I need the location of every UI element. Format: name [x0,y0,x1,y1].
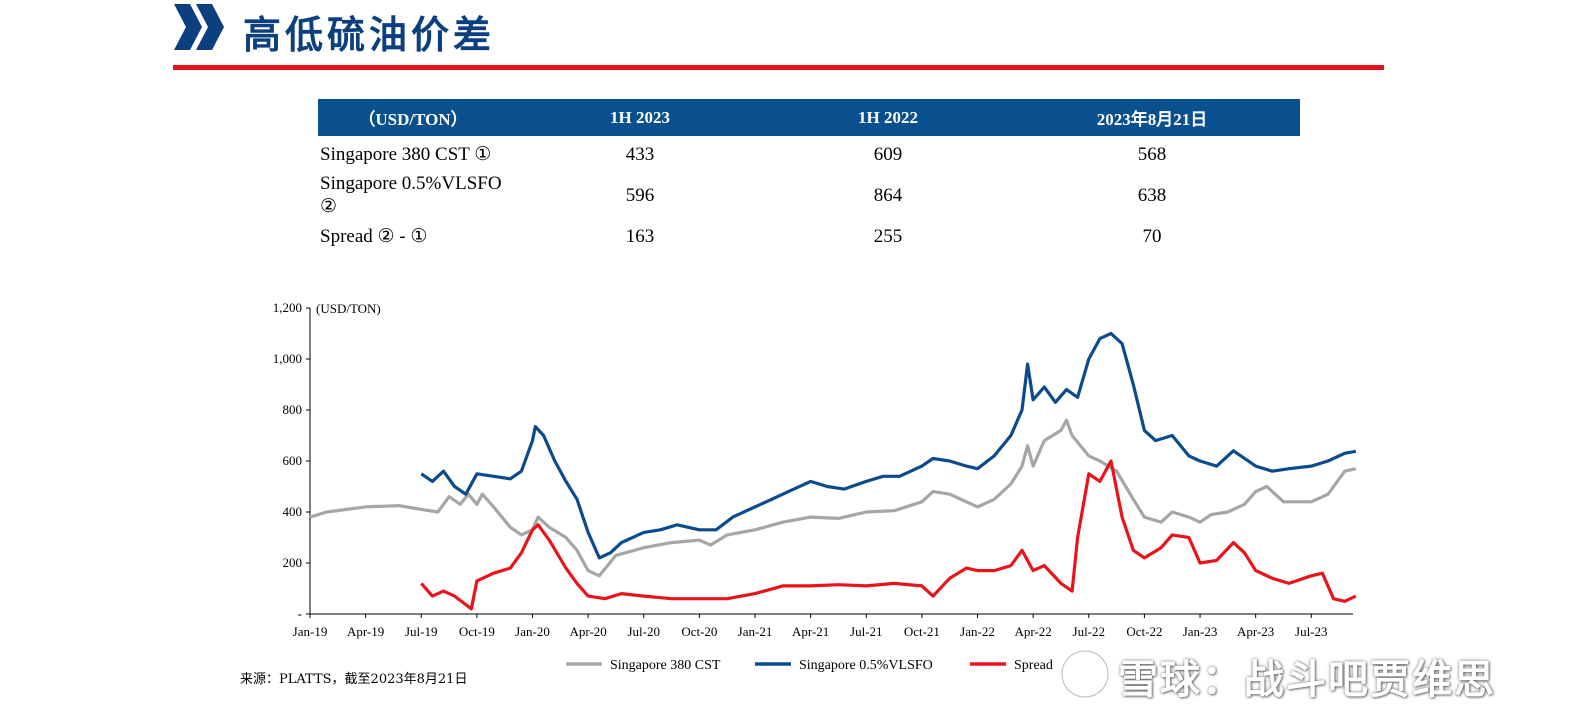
x-tick-label: Jan-21 [738,624,773,639]
table-cell: 609 [873,143,903,165]
x-tick-label: Apr-23 [1237,624,1274,639]
watermark-text: 雪球：战斗吧贾维思 [1118,657,1496,703]
y-tick-label: - [298,606,302,621]
table-header-row: （USD/TON） 1H 2023 1H 2022 2023年8月21日 [318,99,1300,136]
x-tick-label: Apr-20 [569,624,606,639]
x-tick-label: Jul-19 [405,624,438,639]
page-title: 高低硫油价差 [243,13,496,57]
legend-label: Singapore 0.5%VLSFO [799,658,933,673]
x-tick-label: Jul-20 [628,624,661,639]
x-tick-label: Jul-23 [1295,624,1328,639]
x-tick-label: Apr-22 [1014,624,1051,639]
table-row: Singapore 0.5%VLSFO ② 596 864 638 [318,173,1300,218]
legend-label: Spread [1014,658,1053,673]
series-line [420,331,1357,560]
x-tick-label: Oct-21 [904,624,940,639]
source-note: 来源：PLATTS，截至2023年8月21日 [240,672,468,687]
x-tick-label: Oct-22 [1126,624,1162,639]
y-axis-label: (USD/TON) [316,301,381,316]
table-header-cell: 1H 2022 [772,99,1004,136]
y-tick-label: 200 [283,555,303,570]
y-tick-label: 800 [283,402,303,417]
table-cell: 70 [1142,225,1162,247]
x-tick-label: Apr-21 [792,624,829,639]
series-line [420,459,1357,611]
table-cell: 163 [625,225,655,247]
table-header-cell: （USD/TON） [318,99,508,136]
x-tick-label: Jan-22 [960,624,995,639]
table-cell: Singapore 0.5%VLSFO ② [320,173,502,217]
x-tick-label: Jan-19 [293,624,328,639]
x-tick-label: Oct-20 [681,624,717,639]
table-cell: Singapore 380 CST ① [320,144,492,165]
y-tick-label: 400 [283,504,303,519]
table-cell: 568 [1137,143,1167,165]
table-cell: 864 [873,184,903,206]
x-tick-label: Apr-19 [347,624,384,639]
watermark-logo-icon [1059,648,1111,700]
x-tick-label: Jan-23 [1183,624,1218,639]
x-tick-label: Jul-22 [1073,624,1106,639]
legend-label: Singapore 380 CST [610,658,721,673]
x-tick-label: Jul-21 [850,624,883,639]
chevron-double-icon [174,4,224,50]
table-header-cell: 2023年8月21日 [1004,99,1300,136]
table-cell: 433 [625,143,655,165]
y-tick-label: 600 [283,453,303,468]
y-tick-label: 1,000 [273,351,302,366]
y-tick-label: 1,200 [273,300,302,315]
series-line [309,418,1357,578]
table-row: Singapore 380 CST ① 433 609 568 [318,136,1300,173]
table-cell: 638 [1137,184,1167,206]
price-table: （USD/TON） 1H 2023 1H 2022 2023年8月21日 Sin… [318,99,1300,255]
table-header-cell: 1H 2023 [508,99,772,136]
title-divider [173,65,1384,70]
table-cell: 255 [873,225,903,247]
price-line-chart: - 200 400 600 800 1,000 1,200 (USD/TON) Jan-19 Ap… [273,300,1357,673]
table-cell: Spread ② - ① [320,226,428,247]
table-cell: 596 [625,184,655,206]
table-row: Spread ② - ① 163 255 70 [318,218,1300,255]
x-tick-label: Oct-19 [459,624,495,639]
x-tick-label: Jan-20 [515,624,550,639]
